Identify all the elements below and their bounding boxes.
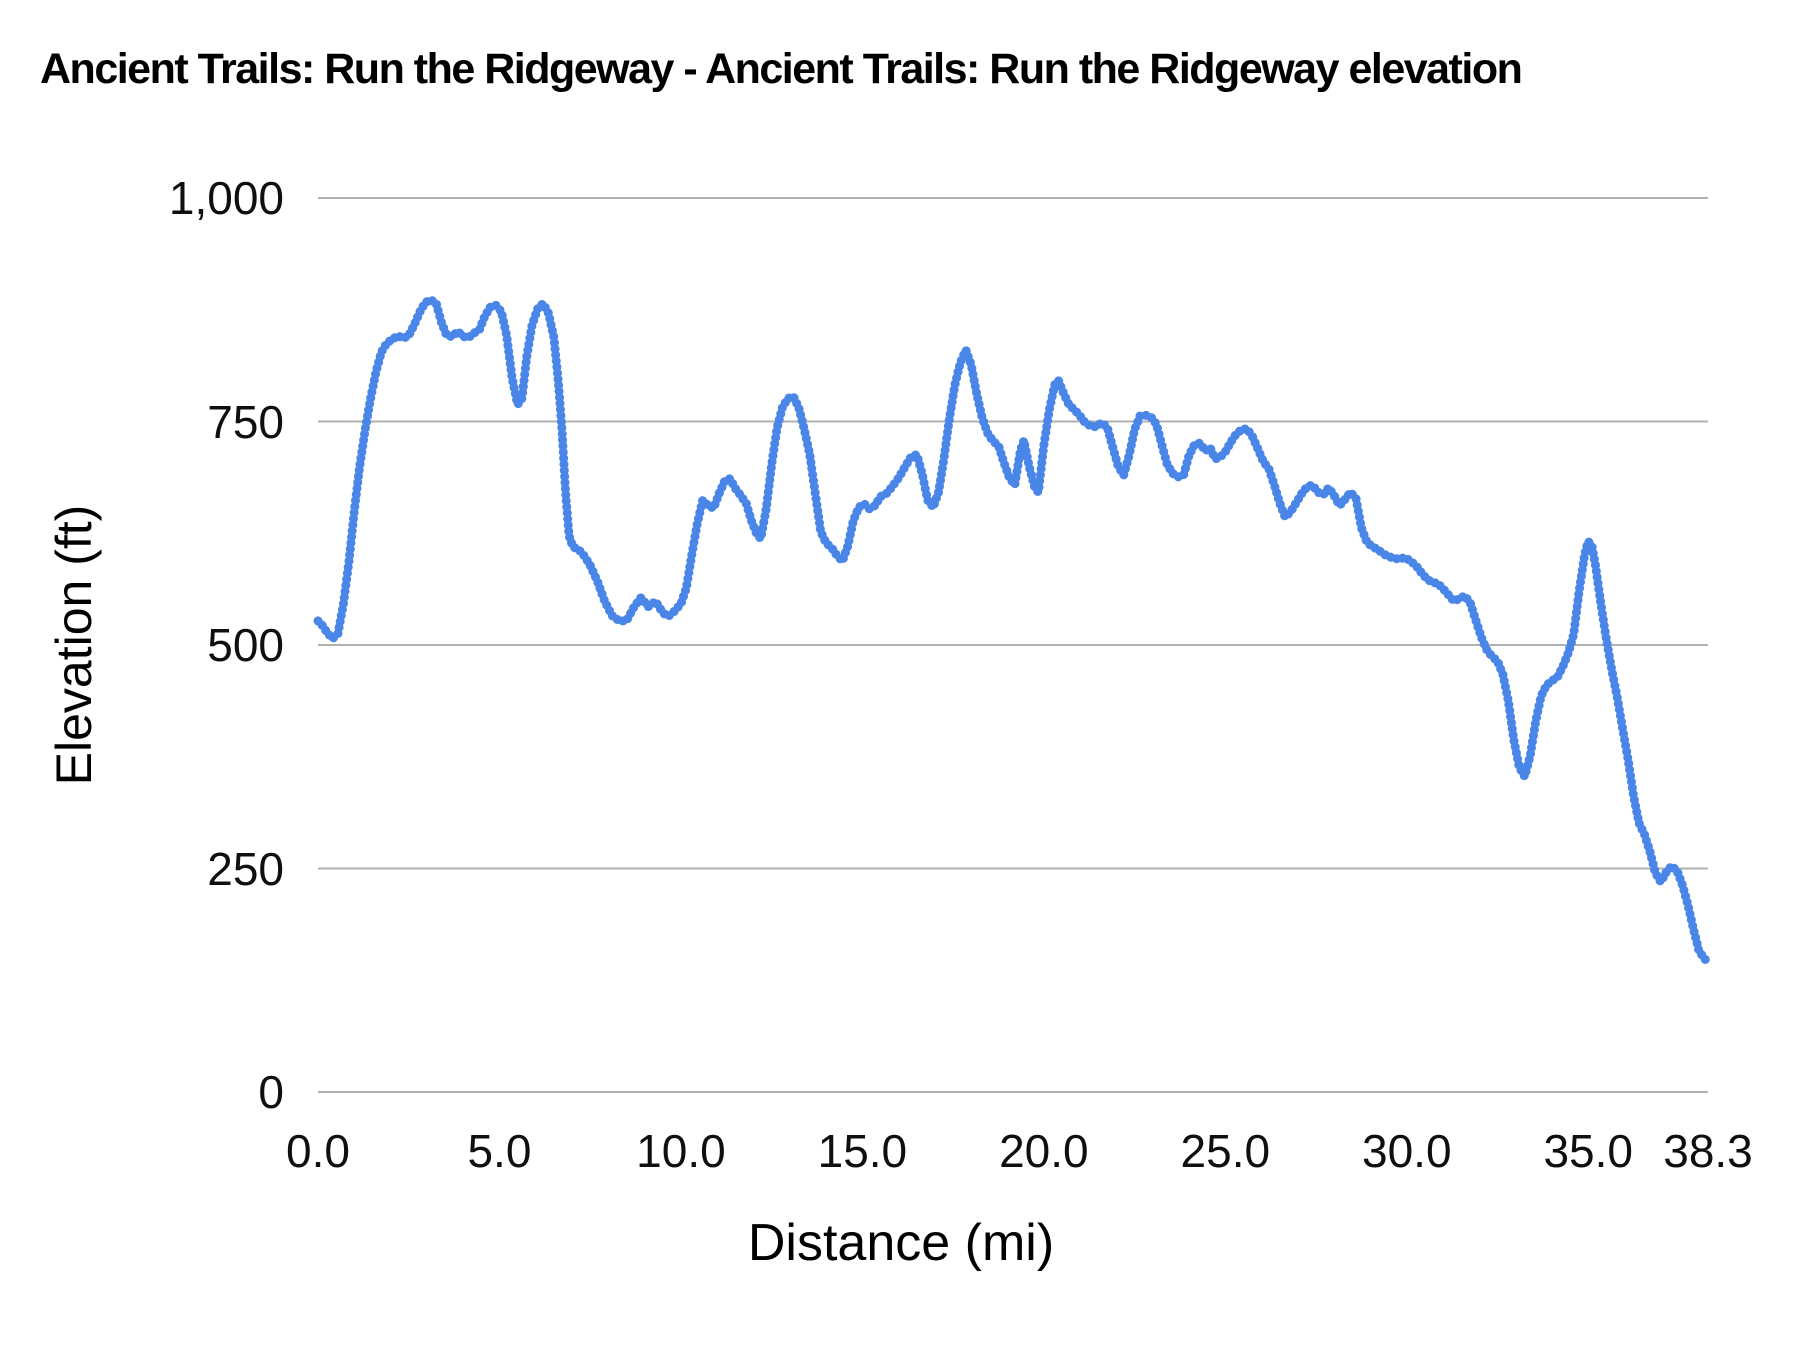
x-tick-label: 0.0	[286, 1125, 350, 1177]
y-tick-label: 1,000	[168, 172, 284, 224]
x-tick-label: 35.0	[1543, 1125, 1633, 1177]
y-tick-label: 250	[207, 842, 284, 895]
x-tick-label: 5.0	[467, 1125, 532, 1177]
x-tick-label: 38.3	[1663, 1125, 1753, 1177]
x-tick-label: 25.0	[1180, 1125, 1271, 1177]
x-tick-label: 30.0	[1362, 1125, 1452, 1177]
x-tick-label: 20.0	[999, 1125, 1089, 1177]
chart-title: Ancient Trails: Run the Ridgeway - Ancie…	[40, 45, 1523, 93]
y-axis-title: Elevation (ft)	[46, 504, 102, 786]
y-tick-label: 500	[207, 619, 284, 671]
x-tick-label: 10.0	[636, 1125, 726, 1177]
x-axis-title: Distance (mi)	[747, 1214, 1055, 1272]
y-tick-label: 750	[207, 395, 284, 448]
elevation-line[interactable]	[313, 295, 1713, 966]
y-tick-label: 0	[258, 1066, 284, 1118]
x-tick-label: 15.0	[817, 1125, 908, 1177]
